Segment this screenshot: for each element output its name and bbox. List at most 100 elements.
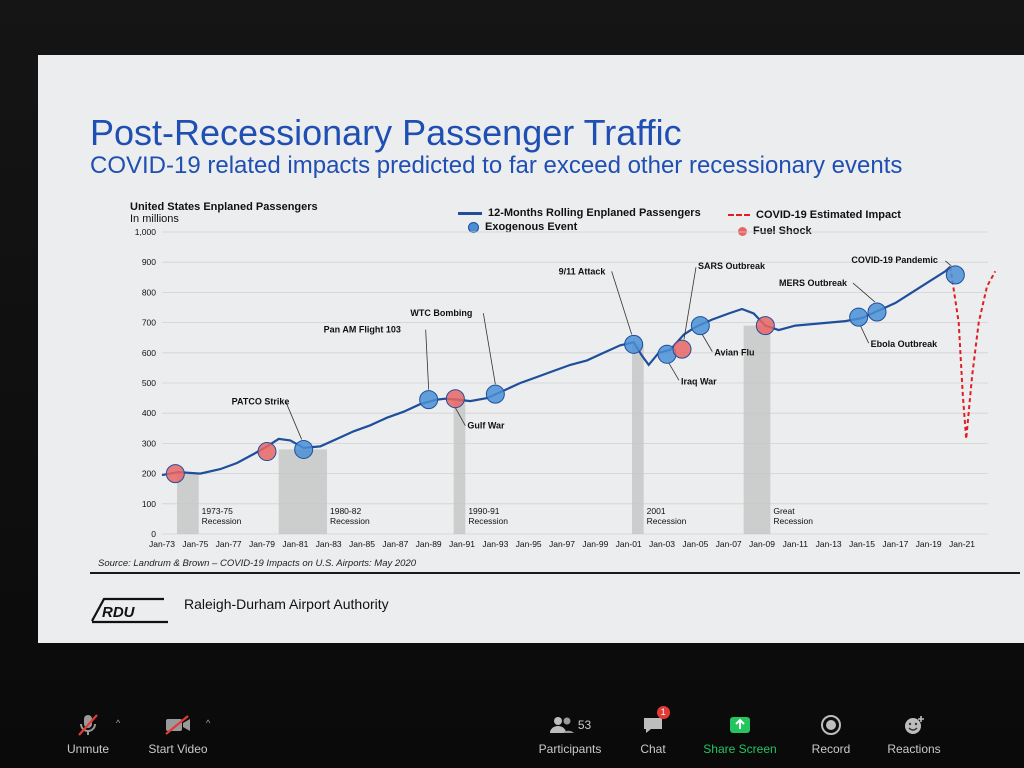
slide-subtitle: COVID-19 related impacts predicted to fa… — [90, 152, 903, 179]
presentation-slide: Post-Recessionary Passenger Traffic COVI… — [38, 55, 1024, 643]
rolling-passengers-line — [161, 265, 952, 477]
recession-bar — [453, 398, 466, 534]
y-tick-label: 1,000 — [135, 227, 157, 237]
x-tick-label: Jan-99 — [582, 539, 608, 549]
legend-line-swatch — [458, 211, 482, 215]
x-tick-label: Jan-97 — [549, 539, 575, 549]
recession-label: 1973-75 — [202, 506, 233, 516]
annotation-leader — [945, 260, 952, 267]
participants-button[interactable]: 53 Participants — [532, 712, 608, 756]
fuel-shock-marker — [257, 442, 277, 462]
exogenous-event-marker — [945, 265, 965, 285]
annotation-leader — [668, 363, 680, 381]
fuel-shock-marker — [755, 316, 775, 336]
legend-line: 12-Months Rolling Enplaned Passengers — [458, 207, 701, 219]
x-tick-label: Jan-11 — [783, 539, 809, 549]
y-tick-label: 900 — [142, 257, 156, 267]
exogenous-event-marker — [624, 334, 644, 354]
unmute-button[interactable]: Unmute — [60, 712, 116, 756]
record-label: Record — [811, 742, 851, 756]
exogenous-event-marker — [867, 302, 887, 322]
event-annotation: Gulf War — [467, 421, 505, 431]
x-tick-label: Jan-75 — [182, 539, 208, 549]
y-tick-label: 500 — [142, 378, 156, 388]
y-axis-unit: In millions — [130, 213, 179, 225]
annotation-leader — [611, 271, 633, 335]
footer-divider — [90, 572, 1020, 574]
recession-label: 1990-91 — [468, 506, 499, 516]
recession-label: Recession — [468, 516, 508, 526]
recession-bar — [177, 473, 199, 534]
y-tick-label: 800 — [142, 287, 156, 297]
annotation-leader — [701, 334, 713, 352]
legend-fuel-swatch — [738, 226, 747, 236]
legend-covid-swatch — [728, 214, 750, 217]
start-video-button[interactable]: Start Video — [143, 712, 213, 756]
event-annotation: Avian Flu — [714, 348, 754, 358]
slide-title: Post-Recessionary Passenger Traffic — [90, 112, 682, 153]
x-tick-label: Jan-17 — [882, 539, 908, 549]
recession-bar — [278, 449, 327, 534]
x-tick-label: Jan-19 — [916, 539, 942, 549]
annotation-leader — [454, 407, 466, 426]
x-tick-label: Jan-09 — [749, 539, 775, 549]
covid-impact-line — [949, 266, 997, 439]
fuel-shock-marker — [445, 389, 465, 409]
chat-label: Chat — [640, 742, 666, 756]
record-button[interactable]: Record — [806, 712, 856, 756]
muted-microphone-icon — [60, 712, 116, 738]
x-tick-label: Jan-15 — [849, 539, 875, 549]
legend-fuel: Fuel Shock — [738, 225, 812, 237]
participants-count: 53 — [577, 718, 592, 732]
x-tick-label: Jan-21 — [949, 539, 975, 549]
exogenous-event-marker — [849, 307, 869, 327]
share-screen-icon — [700, 712, 780, 738]
share-screen-button[interactable]: Share Screen — [700, 712, 780, 756]
video-options-caret-icon[interactable]: ^ — [206, 718, 211, 728]
chat-icon: 1 — [630, 706, 676, 738]
exogenous-event-marker — [294, 439, 314, 459]
legend-covid: COVID-19 Estimated Impact — [728, 209, 901, 221]
annotation-leader — [482, 313, 496, 385]
chat-button[interactable]: 1 Chat — [630, 706, 676, 756]
recession-label: Recession — [202, 516, 242, 526]
x-tick-label: Jan-85 — [349, 539, 375, 549]
y-tick-label: 700 — [142, 318, 156, 328]
y-tick-label: 600 — [142, 348, 156, 358]
exogenous-event-marker — [419, 390, 439, 410]
reactions-button[interactable]: Reactions — [882, 712, 946, 756]
event-annotation: PATCO Strike — [232, 396, 290, 406]
y-axis-label: United States Enplaned Passengers — [130, 201, 318, 213]
x-tick-label: Jan-91 — [449, 539, 475, 549]
x-tick-label: Jan-87 — [382, 539, 408, 549]
video-off-icon — [143, 712, 213, 738]
x-tick-label: Jan-95 — [516, 539, 542, 549]
chat-unread-badge: 1 — [656, 706, 670, 719]
recession-label: Recession — [773, 516, 813, 526]
event-annotation: MERS Outbreak — [779, 278, 848, 288]
recession-bar — [743, 325, 771, 534]
start-video-label: Start Video — [148, 742, 208, 756]
y-tick-label: 400 — [142, 408, 156, 418]
annotation-leader — [285, 401, 303, 440]
annotation-leader — [852, 282, 876, 303]
unmute-label: Unmute — [66, 742, 110, 756]
x-tick-label: Jan-73 — [149, 539, 175, 549]
x-tick-label: Jan-03 — [649, 539, 675, 549]
x-tick-label: Jan-89 — [416, 539, 442, 549]
rdu-logo: RDU — [91, 597, 168, 624]
event-annotation: Iraq War — [681, 376, 717, 386]
annotation-leader — [860, 325, 870, 344]
x-tick-label: Jan-93 — [482, 539, 508, 549]
fuel-shock-marker — [165, 464, 185, 484]
recession-label: 1980-82 — [330, 506, 361, 516]
event-annotation: Pan AM Flight 103 — [324, 325, 401, 335]
legend-line-label: 12-Months Rolling Enplaned Passengers — [488, 207, 701, 219]
organization-name: Raleigh-Durham Airport Authority — [184, 596, 389, 612]
audio-options-caret-icon[interactable]: ^ — [116, 718, 121, 728]
annotation-leader — [425, 329, 430, 390]
fuel-shock-marker — [672, 339, 692, 359]
participants-icon: 53 — [532, 712, 608, 738]
reactions-label: Reactions — [887, 742, 941, 756]
